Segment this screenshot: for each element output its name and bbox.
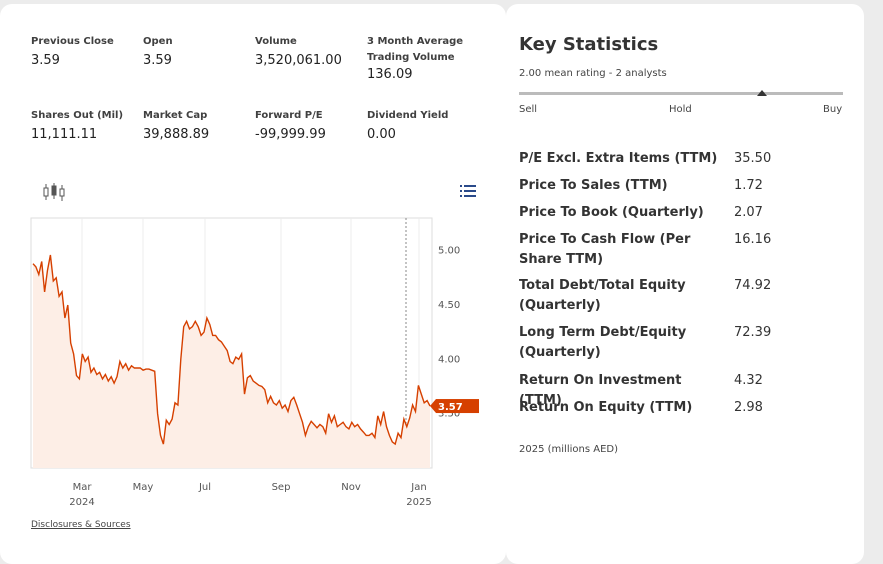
key-statistics-title: Key Statistics — [519, 34, 659, 55]
stat-label: Open — [143, 36, 173, 47]
ks-value: 1.72 — [734, 178, 763, 193]
ks-label: P/E Excl. Extra Items (TTM) — [519, 151, 718, 166]
price-area-fill — [33, 255, 430, 468]
last-price-marker: 3.57 — [430, 399, 479, 414]
last-price-label: 3.57 — [438, 402, 463, 413]
ks-value: 4.32 — [734, 373, 763, 388]
y-tick-label: 5.00 — [438, 246, 460, 257]
scale-sell: Sell — [519, 104, 538, 115]
x-tick-year-label: 2024 — [69, 497, 94, 508]
stat-value: 3.59 — [31, 53, 60, 68]
scale-buy: Buy — [823, 104, 843, 115]
price-chart[interactable]: 5.00 4.50 4.00 3.50 Mar 2024 May Jul Sep Nov Jan 2… — [0, 4, 506, 514]
ks-value: 16.16 — [734, 232, 772, 247]
x-tick-label: Jul — [198, 482, 211, 493]
key-statistics-card: Key Statistics 2.00 mean rating - 2 anal… — [506, 4, 864, 564]
x-axis: Mar 2024 May Jul Sep Nov Jan 2025 — [69, 482, 431, 508]
stat-label: 3 Month Average Trading Volume — [367, 36, 464, 63]
ks-label: Return On Investment (TTM) — [519, 373, 682, 408]
y-tick-label: 4.50 — [438, 300, 460, 311]
stat-value: 0.00 — [367, 127, 396, 142]
analyst-rating-text: 2.00 mean rating - 2 analysts — [519, 68, 667, 79]
stat-dividend-yield: Dividend Yield 0.00 — [367, 108, 479, 143]
x-tick-label: Nov — [341, 482, 361, 493]
ks-value: 35.50 — [734, 151, 772, 166]
rating-bar — [519, 92, 843, 95]
stat-value: 3.59 — [143, 53, 172, 68]
stat-value: 11,111.11 — [31, 127, 98, 142]
y-tick-label: 4.00 — [438, 354, 460, 365]
y-axis: 5.00 4.50 4.00 3.50 — [438, 246, 460, 420]
stat-volume: Volume 3,520,061.00 — [255, 34, 367, 69]
list-icon[interactable] — [460, 184, 476, 198]
price-line — [32, 254, 431, 446]
ks-label: Long Term Debt/Equity (Quarterly) — [519, 325, 687, 360]
x-tick-label: Mar — [73, 482, 93, 493]
ks-value: 2.07 — [734, 205, 763, 220]
stat-open: Open 3.59 — [143, 34, 255, 69]
quote-overview-card: Previous Close 3.59 Open 3.59 Volume 3,5… — [0, 4, 506, 564]
ks-label: Price To Book (Quarterly) — [519, 205, 704, 220]
ks-label: Total Debt/Total Equity (Quarterly) — [519, 278, 686, 313]
stat-avg-volume: 3 Month Average Trading Volume 136.09 — [367, 34, 467, 83]
stat-label: Market Cap — [143, 110, 208, 121]
stat-label: Volume — [255, 36, 297, 47]
stat-label: Forward P/E — [255, 110, 323, 121]
disclosures-link[interactable]: Disclosures & Sources — [31, 520, 131, 530]
stat-forward-pe: Forward P/E -99,999.99 — [255, 108, 367, 143]
ks-value: 72.39 — [734, 325, 772, 340]
x-tick-label: Jan — [410, 482, 426, 493]
stat-label: Dividend Yield — [367, 110, 449, 121]
y-tick-label: 3.50 — [438, 409, 460, 420]
currency-note: 2025 (millions AED) — [519, 444, 618, 455]
stat-shares-out: Shares Out (Mil) 11,111.11 — [31, 108, 143, 143]
ks-value: 2.98 — [734, 400, 763, 415]
last-price-tab — [430, 399, 436, 414]
stat-value: 3,520,061.00 — [255, 53, 342, 68]
candlestick-icon[interactable] — [42, 182, 66, 202]
stat-value: 136.09 — [367, 67, 413, 82]
stat-label: Shares Out (Mil) — [31, 110, 124, 121]
last-price-box — [436, 399, 479, 414]
scale-hold: Hold — [669, 104, 692, 115]
ks-label: Return On Equity (TTM) — [519, 400, 693, 415]
stat-value: -99,999.99 — [255, 127, 326, 142]
x-tick-label: May — [133, 482, 154, 493]
rating-marker-icon — [757, 90, 767, 96]
x-tick-label: Sep — [272, 482, 291, 493]
ks-label: Price To Cash Flow (Per Share TTM) — [519, 232, 691, 267]
ks-value: 74.92 — [734, 278, 772, 293]
stat-previous-close: Previous Close 3.59 — [31, 34, 143, 69]
x-tick-year-label: 2025 — [406, 497, 431, 508]
stat-label: Previous Close — [31, 36, 114, 47]
stat-market-cap: Market Cap 39,888.89 — [143, 108, 255, 143]
ks-label: Price To Sales (TTM) — [519, 178, 668, 193]
stat-value: 39,888.89 — [143, 127, 210, 142]
